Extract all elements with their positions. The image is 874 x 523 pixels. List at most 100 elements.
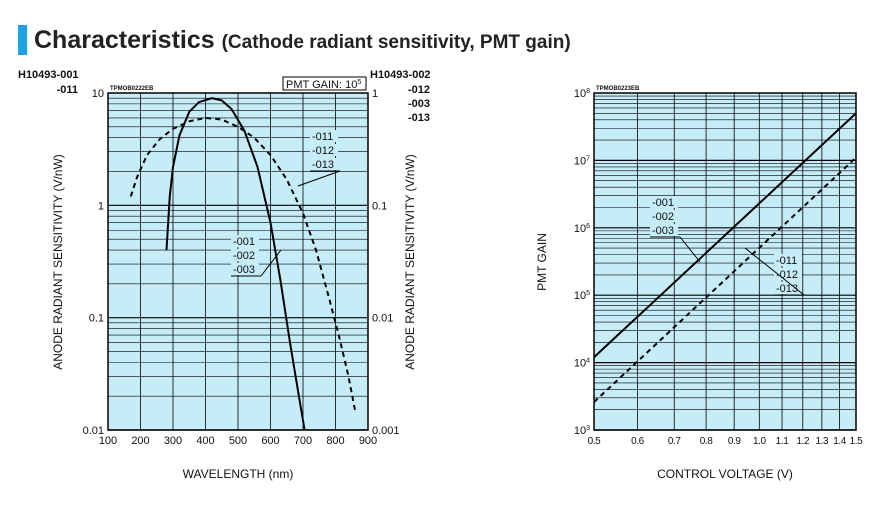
- series-line: [129, 116, 356, 411]
- series-line: [165, 97, 306, 431]
- y-tick-label: 106: [574, 223, 590, 235]
- series-label: -003: [652, 225, 674, 237]
- y-tick-label-exponent: 3: [586, 425, 590, 432]
- label-bg: [650, 224, 678, 236]
- model-label: -011: [57, 84, 78, 96]
- y-right-tick-label: 0.001: [372, 425, 400, 437]
- model-label: H10493-001: [18, 69, 79, 81]
- series-label: -011: [776, 255, 797, 267]
- series-line: [593, 156, 857, 403]
- y-tick-label: 108: [574, 88, 590, 100]
- model-label: -003: [408, 98, 430, 110]
- y-tick-label: 105: [574, 290, 590, 302]
- y-tick-label-exponent: 7: [586, 155, 590, 162]
- label-bg: [310, 144, 338, 156]
- figure-code: TPMOB0223EB: [596, 86, 640, 92]
- label-bg: [231, 235, 259, 247]
- subtitle-text: (Cathode radiant sensitivity, PMT gain): [221, 32, 571, 53]
- y-tick-label-exponent: 6: [586, 223, 590, 230]
- series-label: -002: [652, 211, 674, 223]
- x-axis-label: CONTROL VOLTAGE (V): [657, 467, 793, 481]
- x-tick-label: 0.5: [588, 436, 602, 447]
- x-tick-label: 1.1: [776, 436, 790, 447]
- y-tick-label: 10: [92, 88, 104, 100]
- x-tick-label: 0.8: [700, 436, 714, 447]
- y-tick-label-base: 10: [574, 155, 586, 167]
- x-tick-label: 700: [294, 435, 312, 447]
- y-tick-label-base: 10: [574, 290, 586, 302]
- label-bg: [231, 263, 259, 275]
- y-tick-label-base: 10: [574, 88, 586, 100]
- x-tick-label: 1.4: [833, 436, 847, 447]
- label-bg: [774, 282, 802, 294]
- x-tick-label: 800: [326, 435, 344, 447]
- leader-line: [297, 170, 341, 187]
- x-tick-label: 200: [131, 435, 149, 447]
- leader-line: [744, 247, 805, 296]
- label-bg: [231, 249, 259, 261]
- series-label: -002: [233, 250, 255, 262]
- y-axis-label: PMT GAIN: [535, 233, 549, 291]
- y-right-tick-label: 1: [372, 88, 378, 100]
- model-label: H10493-002: [370, 69, 431, 81]
- y-tick-label: 0.1: [89, 313, 104, 325]
- series-line: [593, 112, 857, 358]
- series-label: -012: [776, 269, 798, 281]
- x-tick-label: 0.9: [728, 436, 742, 447]
- model-label: -013: [408, 112, 430, 124]
- y-tick-label-exponent: 5: [586, 290, 590, 297]
- y-tick-label-exponent: 8: [586, 88, 590, 95]
- plot-area-right: [594, 93, 856, 430]
- page-title: Characteristics (Cathode radiant sensiti…: [34, 26, 571, 55]
- y-tick-label-exponent: 4: [586, 358, 590, 365]
- pmt-gain-note-exponent: 5: [357, 79, 361, 86]
- y-tick-label-base: 10: [574, 223, 586, 235]
- x-axis-label: WAVELENGTH (nm): [183, 467, 294, 481]
- series-label: -013: [776, 283, 798, 295]
- label-bg: [650, 196, 678, 208]
- model-label: -012: [408, 84, 430, 96]
- y-right-tick-label: 0.1: [372, 200, 387, 212]
- pmt-gain-note: PMT GAIN: 105: [286, 79, 361, 91]
- label-bg: [774, 254, 802, 266]
- x-tick-label: 1.2: [796, 436, 810, 447]
- pmt-gain-note-base: PMT GAIN: 10: [286, 79, 357, 91]
- x-tick-label: 600: [261, 435, 279, 447]
- figure-code: TPMOB0222EB: [110, 86, 154, 92]
- label-bg: [310, 130, 338, 142]
- accent-bar: [18, 25, 27, 55]
- x-tick-label: 500: [229, 435, 247, 447]
- y-right-axis-label: ANODE RADIANT SENSITIVITY (V/nW): [403, 154, 417, 370]
- x-tick-label: 400: [196, 435, 214, 447]
- series-label: -011: [312, 131, 333, 143]
- x-tick-label: 100: [99, 435, 117, 447]
- series-label: -003: [233, 264, 255, 276]
- leader-line: [679, 236, 701, 263]
- x-tick-label: 1.0: [753, 436, 767, 447]
- series-label: -012: [312, 145, 334, 157]
- y-tick-label: 1: [98, 200, 104, 212]
- x-tick-label: 1.3: [816, 436, 830, 447]
- y-tick-label-base: 10: [574, 358, 586, 370]
- series-label: -013: [312, 159, 334, 171]
- plot-frame-right: [593, 92, 857, 431]
- x-tick-label: 1.5: [850, 436, 864, 447]
- y-tick-label: 104: [574, 358, 590, 370]
- plot-frame-left: [107, 92, 369, 431]
- y-axis-label: ANODE RADIANT SENSITIVITY (V/nW): [51, 154, 65, 370]
- y-tick-label: 107: [574, 155, 590, 167]
- x-tick-label: 0.7: [668, 436, 682, 447]
- y-tick-label: 0.01: [83, 425, 104, 437]
- series-label: -001: [233, 236, 255, 248]
- x-tick-label: 300: [164, 435, 182, 447]
- title-text: Characteristics: [34, 26, 215, 54]
- y-tick-label: 103: [574, 425, 590, 437]
- pmt-gain-box: [282, 76, 367, 91]
- label-bg: [650, 210, 678, 222]
- y-tick-label-base: 10: [574, 425, 586, 437]
- x-tick-label: 900: [359, 435, 377, 447]
- leader-line: [260, 249, 282, 277]
- series-label: -001: [652, 197, 674, 209]
- y-right-tick-label: 0.01: [372, 313, 393, 325]
